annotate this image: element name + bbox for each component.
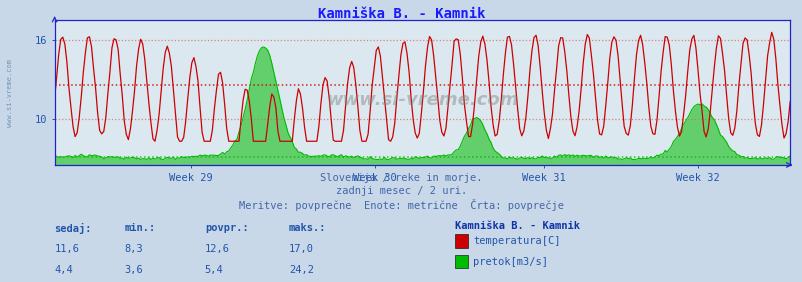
Text: 12,6: 12,6: [205, 244, 229, 254]
Text: 4,4: 4,4: [55, 265, 73, 274]
Text: maks.:: maks.:: [289, 223, 326, 233]
Text: pretok[m3/s]: pretok[m3/s]: [472, 257, 547, 267]
Text: min.:: min.:: [124, 223, 156, 233]
Text: www.si-vreme.com: www.si-vreme.com: [7, 59, 14, 127]
Text: temperatura[C]: temperatura[C]: [472, 236, 560, 246]
Text: Kamniška B. - Kamnik: Kamniška B. - Kamnik: [318, 7, 484, 21]
Text: 11,6: 11,6: [55, 244, 79, 254]
Text: Slovenija / reke in morje.: Slovenija / reke in morje.: [320, 173, 482, 183]
Text: www.si-vreme.com: www.si-vreme.com: [326, 91, 518, 109]
Text: 3,6: 3,6: [124, 265, 143, 274]
Text: zadnji mesec / 2 uri.: zadnji mesec / 2 uri.: [335, 186, 467, 196]
Text: 24,2: 24,2: [289, 265, 314, 274]
Text: 5,4: 5,4: [205, 265, 223, 274]
Text: povpr.:: povpr.:: [205, 223, 248, 233]
Text: Meritve: povprečne  Enote: metrične  Črta: povprečje: Meritve: povprečne Enote: metrične Črta:…: [239, 199, 563, 211]
Text: Kamniška B. - Kamnik: Kamniška B. - Kamnik: [455, 221, 580, 231]
Text: 17,0: 17,0: [289, 244, 314, 254]
Text: sedaj:: sedaj:: [55, 223, 92, 234]
Text: 8,3: 8,3: [124, 244, 143, 254]
